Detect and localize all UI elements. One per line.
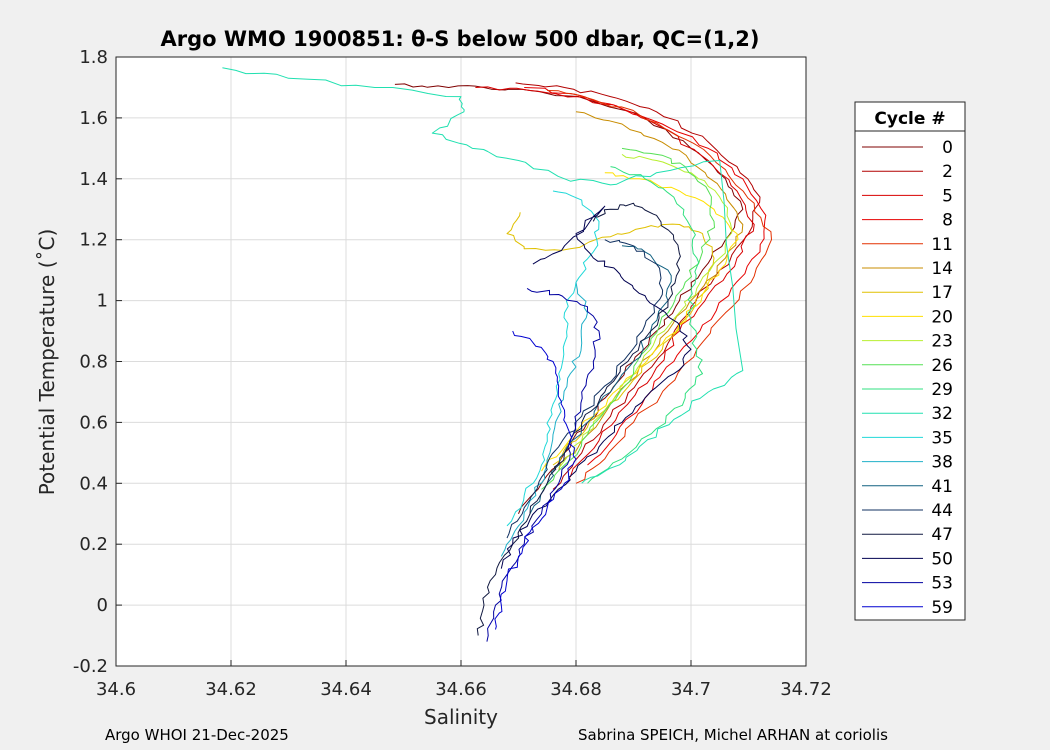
series-line-cycle-44 [506, 239, 664, 539]
x-tick-labels: 34.6 34.62 34.64 34.66 34.68 34.7 34.72 [96, 679, 832, 700]
series-line-cycle-29 [587, 166, 703, 484]
x-tick-label: 34.72 [780, 679, 832, 700]
legend-label-38: 38 [931, 453, 953, 473]
legend-label-11: 11 [931, 235, 953, 255]
y-tick-label: 0.4 [79, 473, 108, 494]
x-tick-label: 34.66 [435, 679, 487, 700]
series-layer [222, 67, 772, 642]
legend-label-29: 29 [931, 380, 953, 400]
y-tick-label: 1.2 [79, 230, 108, 251]
legend-entries: 0 2 5 8 11 14 17 20 23 26 29 32 35 38 41 44 47 50 53 59 [862, 138, 953, 618]
legend-label-14: 14 [931, 259, 953, 279]
y-tick-label: 1 [97, 291, 108, 312]
series-line-cycle-50 [500, 205, 692, 569]
legend-label-35: 35 [931, 428, 953, 448]
legend-label-17: 17 [931, 283, 953, 303]
x-tick-label: 34.62 [205, 679, 257, 700]
series-line-cycle-32 [222, 67, 744, 484]
legend-label-47: 47 [931, 525, 953, 545]
legend-label-0: 0 [942, 138, 953, 158]
legend-label-32: 32 [931, 404, 953, 424]
y-tick-label: 0.8 [79, 352, 108, 373]
series-line-cycle-38 [500, 282, 588, 557]
y-axis-label: Potential Temperature (˚C) [35, 229, 59, 496]
series-line-cycle-59 [494, 330, 577, 630]
legend-label-44: 44 [931, 501, 953, 521]
legend-label-8: 8 [942, 211, 953, 231]
x-tick-label: 34.68 [550, 679, 602, 700]
footer-right-credit: Sabrina SPEICH, Michel ARHAN at coriolis [578, 726, 888, 744]
y-tick-label: 1.6 [79, 108, 108, 129]
footer-left-credit: Argo WHOI 21-Dec-2025 [105, 726, 289, 744]
legend-label-59: 59 [931, 598, 953, 618]
series-line-cycle-17 [506, 212, 715, 466]
x-axis-label: Salinity [424, 705, 498, 729]
legend-label-20: 20 [931, 307, 953, 327]
legend-label-41: 41 [931, 477, 953, 497]
y-tick-label: 0.2 [79, 534, 108, 555]
legend-label-2: 2 [942, 162, 953, 182]
series-line-cycle-47 [476, 202, 681, 636]
legend-label-26: 26 [931, 356, 953, 376]
x-tick-label: 34.7 [671, 679, 711, 700]
legend-label-23: 23 [931, 332, 953, 352]
series-line-cycle-11 [547, 90, 772, 484]
legend-title: Cycle # [874, 109, 945, 129]
series-line-cycle-2 [515, 82, 761, 490]
legend-box [854, 101, 966, 621]
y-tick-label: 0 [97, 595, 108, 616]
legend-label-5: 5 [942, 186, 953, 206]
series-line-cycle-5 [475, 86, 755, 478]
x-tick-label: 34.6 [96, 679, 136, 700]
series-line-cycle-26 [541, 147, 715, 490]
legend-label-53: 53 [931, 574, 953, 594]
y-tick-label: 1.4 [79, 169, 108, 190]
series-line-cycle-35 [506, 190, 600, 527]
x-tick-label: 34.64 [320, 679, 372, 700]
y-tick-label: 1.8 [79, 47, 108, 68]
chart-title: Argo WMO 1900851: θ-S below 500 dbar, QC… [161, 27, 760, 51]
legend-label-50: 50 [931, 549, 953, 569]
y-tick-labels: -0.2 0 0.2 0.4 0.6 0.8 1 1.2 1.4 1.6 1.8 [73, 47, 108, 677]
legend: Cycle # 0 2 5 8 11 14 17 20 23 26 29 32 35 38 41 44 47 50… [854, 101, 966, 621]
series-line-cycle-41 [529, 245, 672, 515]
y-tick-label: -0.2 [73, 656, 108, 677]
plot-frame [115, 56, 807, 667]
y-tick-label: 0.6 [79, 412, 108, 433]
